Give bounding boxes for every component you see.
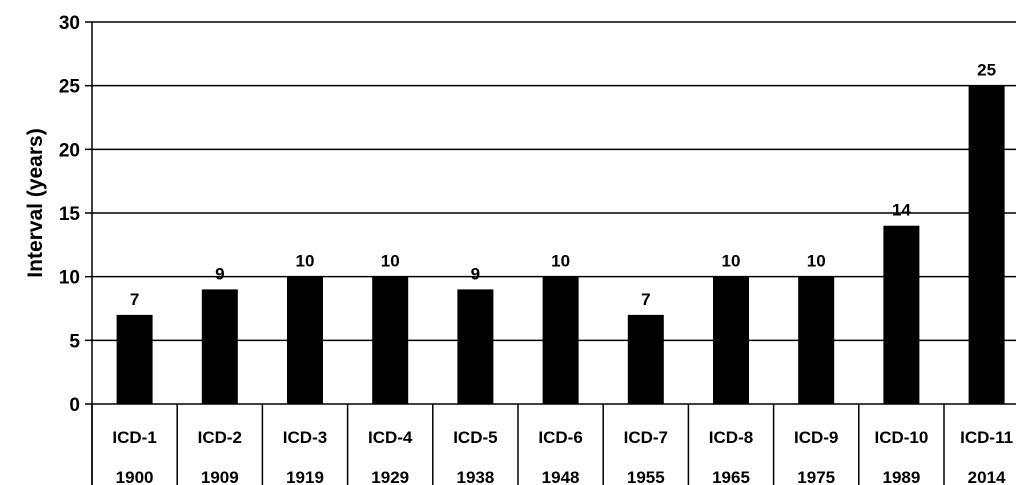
data-label: 10 (296, 252, 315, 271)
data-label: 9 (471, 264, 480, 283)
category-label: ICD-11 (960, 428, 1013, 447)
category-table: ICD-1 1900 ICD-2 1909 ICD-3 1919 ICD-4 1929 ICD-… (91, 404, 1013, 485)
category-year-label: 2014 (968, 468, 1006, 485)
category-label: ICD-7 (624, 428, 668, 447)
category-year-label: 1989 (882, 468, 920, 485)
category-year-label: 1929 (371, 468, 409, 485)
data-label: 10 (807, 252, 826, 271)
category-year-label: 1900 (116, 468, 154, 485)
y-tick-label: 10 (59, 268, 80, 289)
data-label: 7 (641, 290, 650, 309)
bars (116, 85, 1005, 405)
category-label: ICD-3 (283, 428, 327, 447)
category-label: ICD-6 (538, 428, 582, 447)
category-label: ICD-10 (874, 428, 928, 447)
data-label: 14 (892, 201, 911, 220)
y-tick-label: 25 (59, 77, 81, 98)
category-label: ICD-4 (368, 428, 413, 447)
data-label: 25 (977, 61, 996, 80)
axes (85, 21, 1016, 485)
y-tick-labels: 0 5 10 15 20 25 30 (59, 13, 81, 416)
category-year-label: 1938 (456, 468, 494, 485)
bar (627, 314, 664, 404)
y-tick-label: 5 (69, 331, 80, 352)
bar (457, 289, 494, 404)
category-year-label: 1909 (201, 468, 239, 485)
data-label: 10 (551, 252, 570, 271)
y-axis-label: Interval (years) (24, 128, 47, 277)
category-label: ICD-9 (794, 428, 838, 447)
y-tick-label: 20 (59, 140, 80, 161)
bar (713, 276, 749, 404)
bar (372, 276, 409, 404)
bar (201, 289, 238, 404)
y-tick-label: 0 (69, 395, 80, 416)
y-tick-label: 30 (59, 13, 80, 34)
bar (542, 276, 579, 404)
data-label: 10 (381, 252, 400, 271)
category-label: ICD-5 (453, 428, 497, 447)
gridlines (92, 21, 1016, 342)
category-label: ICD-1 (112, 428, 156, 447)
category-year-label: 1975 (797, 468, 835, 485)
category-label: ICD-2 (198, 428, 242, 447)
bar (287, 276, 323, 404)
category-year-label: 1948 (542, 468, 580, 485)
data-label: 10 (722, 252, 741, 271)
category-label: ICD-8 (709, 428, 753, 447)
category-year-label: 1919 (286, 468, 324, 485)
bar (116, 314, 153, 404)
bar (883, 225, 920, 404)
bar (968, 85, 1005, 405)
data-label: 9 (215, 264, 224, 283)
category-year-label: 1965 (712, 468, 750, 485)
category-year-label: 1955 (627, 468, 665, 485)
bar (798, 276, 835, 404)
data-labels: 7 9 10 10 9 10 7 10 10 14 25 (130, 61, 996, 309)
data-label: 7 (130, 290, 139, 309)
y-tick-label: 15 (59, 204, 81, 225)
